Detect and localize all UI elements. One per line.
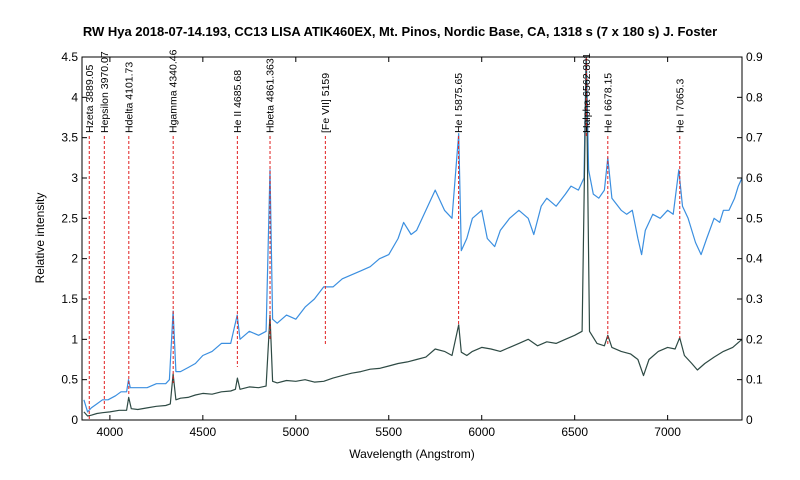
y-right-tick-label-6: 0.6	[746, 171, 763, 185]
x-tick-label-3: 5500	[375, 425, 402, 439]
y-right-tick-label-1: 0.1	[746, 373, 763, 387]
x-axis-label: Wavelength (Angstrom)	[349, 447, 475, 461]
x-tick-label-4: 6000	[468, 425, 495, 439]
y-left-tick-label-8: 4	[71, 90, 78, 104]
line-marker-label-8: He I 5875.65	[453, 73, 465, 133]
x-tick-label-6: 7000	[654, 425, 681, 439]
series-line-2	[83, 57, 742, 417]
line-marker-label-1: Hzeta 3889.05	[84, 65, 96, 133]
x-tick-label-5: 6500	[561, 425, 588, 439]
y-left-tick-label-0: 0	[71, 413, 78, 427]
y-right-tick-label-7: 0.7	[746, 131, 763, 145]
y-right-tick-label-9: 0.9	[746, 50, 763, 64]
line-marker-label-4: Hgamma 4340.46	[168, 49, 180, 133]
line-marker-label-10: He I 6678.15	[602, 73, 614, 133]
line-marker-label-7: [Fe VII] 5159	[320, 73, 332, 133]
x-tick-label-1: 4500	[189, 425, 216, 439]
y-right-tick-label-5: 0.5	[746, 211, 763, 225]
y-left-tick-label-3: 1.5	[61, 292, 78, 306]
line-marker-label-9: Halpha 6562.801	[581, 53, 593, 133]
line-marker-label-2: Hepsilon 3970.07	[99, 51, 111, 133]
y-left-tick-label-2: 1	[71, 332, 78, 346]
y-right-tick-label-8: 0.8	[746, 90, 763, 104]
line-marker-label-11: He I 7065.3	[674, 79, 686, 133]
y-left-tick-label-6: 3	[71, 171, 78, 185]
y-left-tick-label-7: 3.5	[61, 131, 78, 145]
y-right-tick-label-2: 0.2	[746, 332, 763, 346]
plot-frame	[81, 56, 743, 421]
y-left-tick-label-4: 2	[71, 252, 78, 266]
line-marker-layer	[88, 57, 681, 420]
y-left-tick-label-5: 2.5	[61, 211, 78, 225]
axis-layer: 4000 4500 5000 5500 6000 6500 7000 0 0.5 1 1.5 2 2.5…	[61, 50, 763, 439]
line-marker-label-5: He II 4685.68	[232, 70, 244, 133]
y-right-tick-label-3: 0.3	[746, 292, 763, 306]
line-marker-label-3: Hdelta 4101.73	[123, 62, 135, 133]
y-left-tick-label-1: 0.5	[61, 373, 78, 387]
y-left-tick-label-9: 4.5	[61, 50, 78, 64]
series-layer	[83, 57, 742, 417]
chart-title: RW Hya 2018-07-14.193, CC13 LISA ATIK460…	[82, 24, 718, 39]
y-right-tick-label-0: 0	[746, 413, 753, 427]
series-line-1	[83, 57, 742, 413]
y-axis-label: Relative intensity	[33, 193, 47, 284]
x-tick-label-2: 5000	[282, 425, 309, 439]
line-marker-label-6: Hbeta 4861.363	[265, 58, 277, 133]
x-tick-label-0: 4000	[97, 425, 124, 439]
y-right-tick-label-4: 0.4	[746, 252, 763, 266]
